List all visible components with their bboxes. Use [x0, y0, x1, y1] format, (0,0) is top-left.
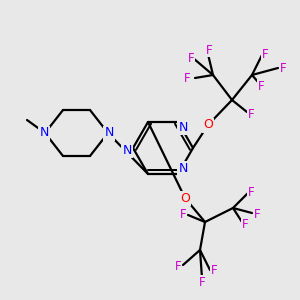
Text: F: F — [188, 52, 194, 64]
Text: N: N — [178, 121, 188, 134]
Text: N: N — [178, 163, 188, 176]
Text: F: F — [280, 62, 286, 76]
Text: F: F — [211, 265, 217, 278]
Text: F: F — [242, 218, 248, 232]
Text: F: F — [262, 47, 268, 61]
Text: F: F — [258, 80, 264, 92]
Text: F: F — [199, 275, 205, 289]
Text: F: F — [254, 208, 260, 220]
Text: F: F — [248, 185, 254, 199]
Text: F: F — [184, 71, 190, 85]
Text: F: F — [180, 208, 186, 221]
Text: O: O — [203, 118, 213, 131]
Text: F: F — [175, 260, 181, 272]
Text: O: O — [180, 191, 190, 205]
Text: N: N — [39, 127, 49, 140]
Text: F: F — [206, 44, 212, 56]
Text: N: N — [104, 127, 114, 140]
Text: F: F — [248, 107, 254, 121]
Text: N: N — [122, 143, 132, 157]
